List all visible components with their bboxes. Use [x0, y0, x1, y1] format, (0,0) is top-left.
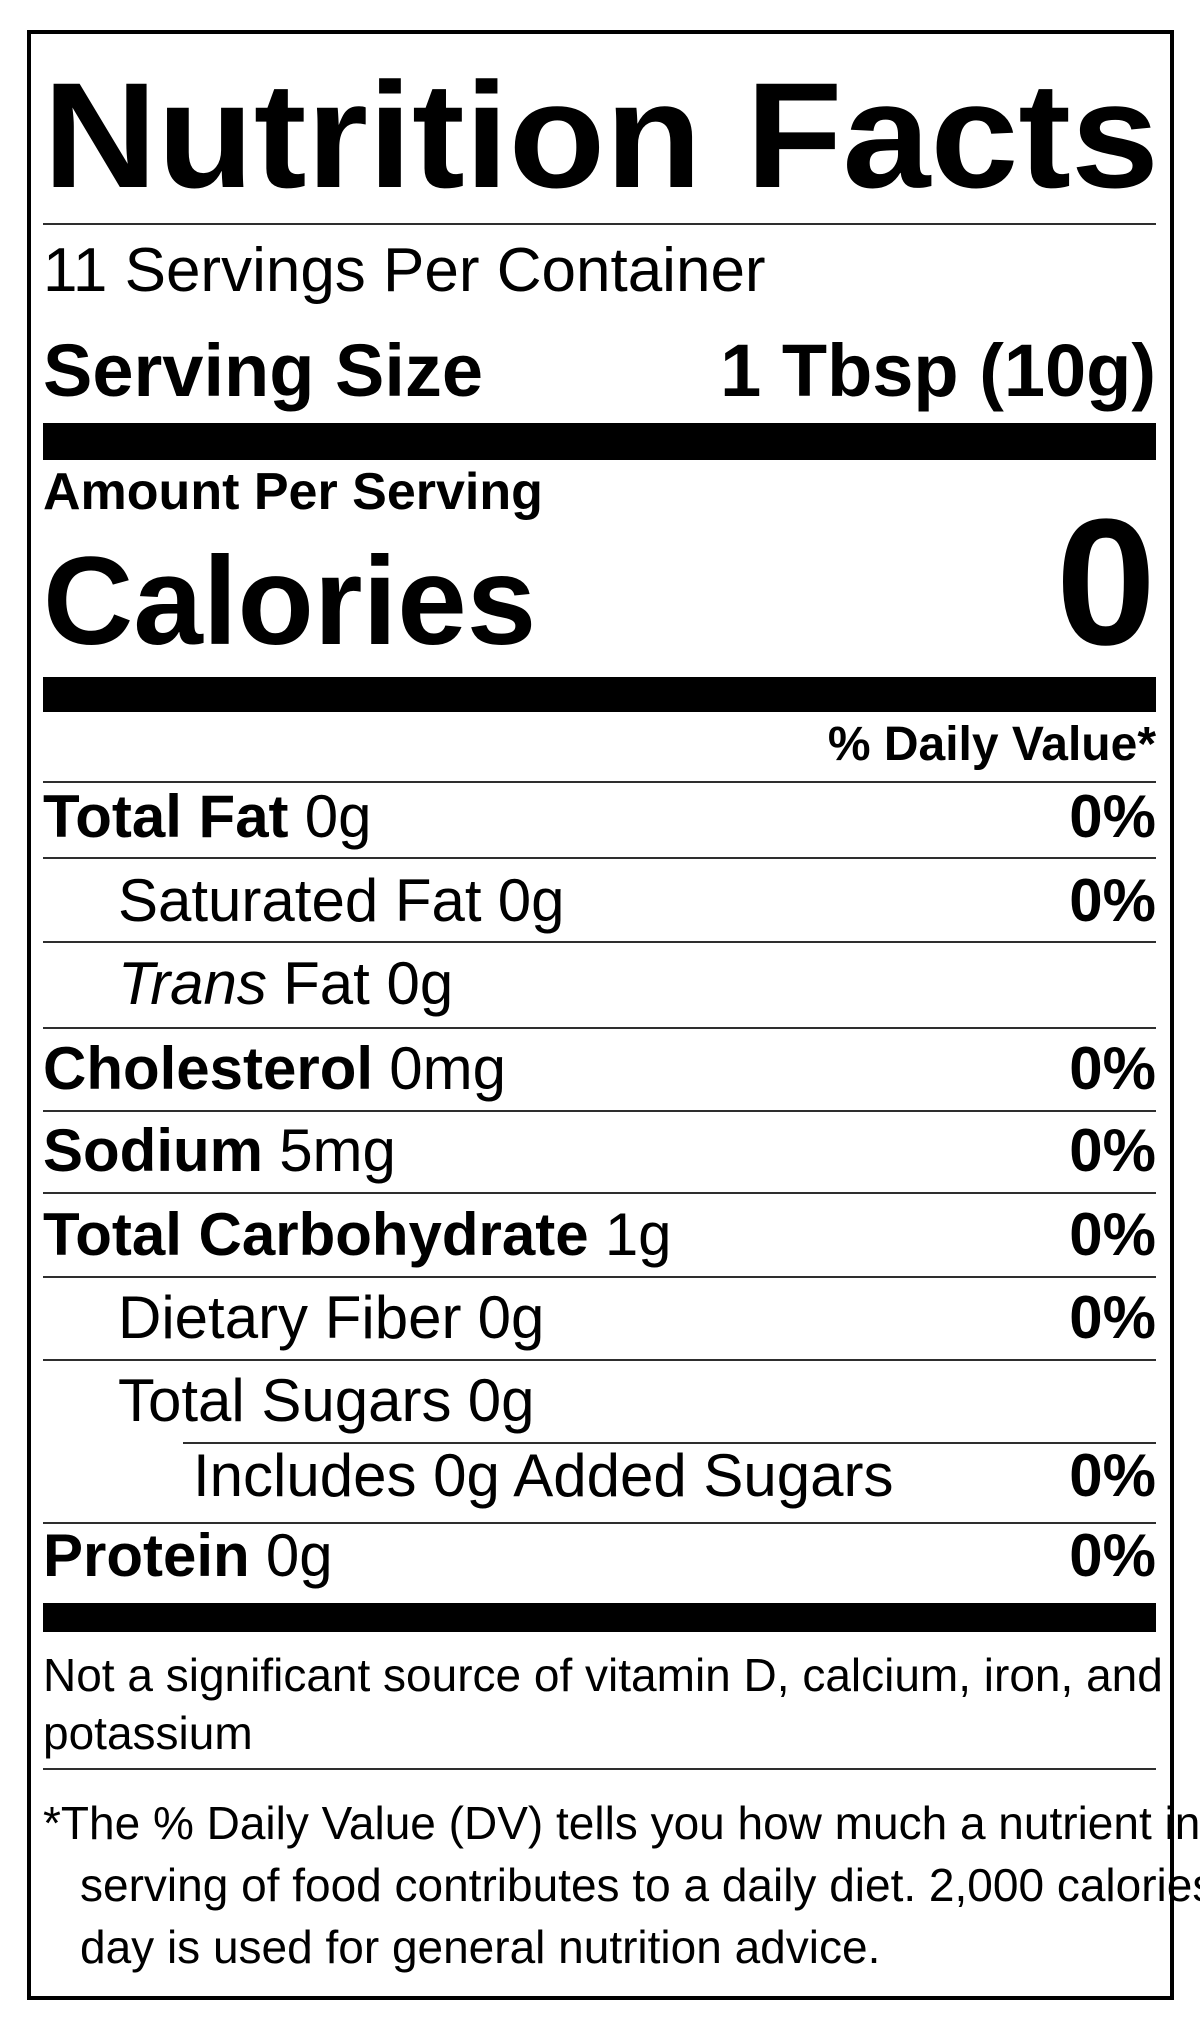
- thick-bar-1: [43, 423, 1156, 460]
- nutrient-row-dietary-fiber: Dietary Fiber 0g 0%: [43, 1288, 1156, 1348]
- daily-value-header: % Daily Value*: [827, 718, 1156, 771]
- nutrient-daily-value: 0%: [1069, 1284, 1156, 1351]
- nutrient-row-total-carbohydrate: Total Carbohydrate 1g 0%: [43, 1205, 1156, 1265]
- row-separator-indented: [183, 1442, 1156, 1444]
- nutrient-row-total-fat: Total Fat 0g 0%: [43, 787, 1156, 847]
- nutrient-daily-value: 0%: [1069, 1201, 1156, 1268]
- nutrient-name: Saturated Fat: [118, 867, 482, 934]
- nutrient-daily-value: 0%: [1069, 783, 1156, 850]
- nutrient-name: Dietary Fiber: [118, 1284, 462, 1351]
- nutrient-amount: 0g: [467, 1367, 535, 1434]
- nutrient-name: Protein: [43, 1522, 250, 1589]
- nutrient-row-trans-fat: Trans Fat 0g: [43, 954, 1156, 1014]
- nutrient-name: Total Fat: [43, 783, 289, 850]
- row-separator: [43, 1192, 1156, 1194]
- footnote-line1: *The % Daily Value (DV) tells you how mu…: [43, 1797, 1200, 1849]
- row-separator: [43, 1110, 1156, 1112]
- row-separator: [43, 941, 1156, 943]
- nutrient-row-protein: Protein 0g 0%: [43, 1526, 1156, 1586]
- serving-size-row: Serving Size 1 Tbsp (10g): [43, 334, 1156, 408]
- row-separator: [43, 1522, 1156, 1524]
- nutrient-daily-value: 0%: [1069, 1117, 1156, 1184]
- nutrient-amount: 0g: [477, 1284, 545, 1351]
- divider-above-rows: [43, 781, 1156, 783]
- serving-size-value: 1 Tbsp (10g): [720, 329, 1156, 412]
- nutrient-amount: 0g: [497, 867, 565, 934]
- daily-value-footnote: *The % Daily Value (DV) tells you how mu…: [43, 1792, 1200, 1978]
- nutrient-amount: 1g: [604, 1201, 672, 1268]
- nutrient-row-cholesterol: Cholesterol 0mg 0%: [43, 1039, 1156, 1099]
- row-separator: [43, 1359, 1156, 1361]
- calories-value: 0: [1055, 482, 1156, 683]
- nutrient-row-saturated-fat: Saturated Fat 0g 0%: [43, 871, 1156, 931]
- label-title: Nutrition Facts: [43, 62, 1159, 204]
- nutrient-name: Includes 0g Added Sugars: [193, 1442, 894, 1509]
- nutrient-daily-value: 0%: [1069, 1035, 1156, 1102]
- thick-bar-3: [43, 1603, 1156, 1632]
- footnote-line3: day is used for general nutrition advice…: [80, 1921, 881, 1973]
- nutrient-amount: 0g: [265, 1522, 333, 1589]
- servings-per-container: 11 Servings Per Container: [43, 236, 766, 305]
- amount-per-serving: Amount Per Serving: [43, 463, 543, 521]
- row-separator: [43, 1276, 1156, 1278]
- nutrient-daily-value: 0%: [1069, 1442, 1156, 1509]
- footnote-line2: serving of food contributes to a daily d…: [80, 1859, 1200, 1911]
- nutrient-row-added-sugars: Includes 0g Added Sugars 0%: [43, 1446, 1156, 1506]
- nutrition-facts-label: Nutrition Facts 11 Servings Per Containe…: [27, 30, 1200, 2000]
- nutrient-row-sodium: Sodium 5mg 0%: [43, 1121, 1156, 1181]
- nutrient-daily-value: 0%: [1069, 1522, 1156, 1589]
- divider-above-footnote: [43, 1768, 1156, 1770]
- nutrient-amount: Fat 0g: [283, 950, 454, 1017]
- nutrient-name: Sodium: [43, 1117, 263, 1184]
- nutrient-amount: 0mg: [389, 1035, 506, 1102]
- nutrient-name: Total Carbohydrate: [43, 1201, 589, 1268]
- not-significant-note: Not a significant source of vitamin D, c…: [43, 1646, 1163, 1762]
- not-significant-line1: Not a significant source of vitamin D, c…: [43, 1649, 1163, 1701]
- divider-under-title: [43, 223, 1156, 225]
- nutrient-amount: 5mg: [279, 1117, 396, 1184]
- serving-size-label: Serving Size: [43, 329, 484, 412]
- thick-bar-2: [43, 677, 1156, 712]
- not-significant-line2: potassium: [43, 1707, 253, 1759]
- nutrient-row-total-sugars: Total Sugars 0g: [43, 1371, 1156, 1431]
- nutrient-name: Total Sugars: [118, 1367, 452, 1434]
- row-separator: [43, 1027, 1156, 1029]
- nutrient-name: Trans: [118, 950, 267, 1017]
- calories-label: Calories: [43, 532, 537, 671]
- row-separator: [43, 857, 1156, 859]
- nutrient-amount: 0g: [304, 783, 372, 850]
- label-title-graphic: Nutrition Facts: [43, 62, 1159, 204]
- nutrient-name: Cholesterol: [43, 1035, 374, 1102]
- nutrient-daily-value: 0%: [1069, 867, 1156, 934]
